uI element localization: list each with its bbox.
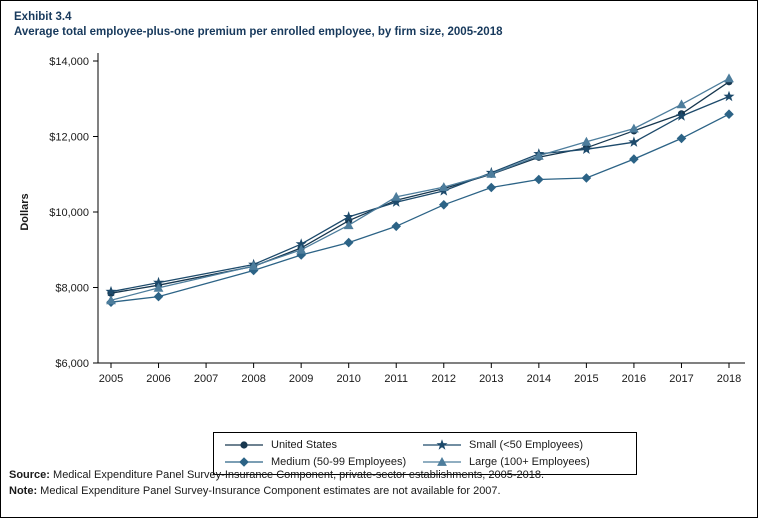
legend-label-large: Large (100+ Employees) — [469, 456, 590, 468]
chart-footer: Source: Medical Expenditure Panel Survey… — [9, 467, 544, 499]
legend-label-medium: Medium (50-99 Employees) — [271, 456, 407, 468]
legend-label-united-states: United States — [271, 439, 338, 451]
x-tick-label: 2005 — [99, 373, 123, 385]
y-tick-label: $14,000 — [49, 56, 89, 68]
series-triangle — [106, 73, 734, 305]
chart-legend: United States Small (<50 Employees) Medi… — [213, 432, 637, 475]
x-tick-label: 2009 — [289, 373, 313, 385]
circle-marker-icon — [224, 438, 264, 452]
y-axis-label: Dollars — [19, 193, 31, 230]
x-tick-label: 2011 — [384, 373, 408, 385]
exhibit-label: Exhibit 3.4 — [14, 11, 72, 23]
chart-header: Exhibit 3.4 Average total employee-plus-… — [14, 10, 503, 40]
page-title: Average total employee-plus-one premium … — [14, 26, 503, 38]
x-tick-label: 2016 — [622, 373, 646, 385]
legend-item-small: Small (<50 Employees) — [422, 438, 624, 452]
diamond-marker-icon — [224, 455, 264, 469]
availability-note: Note: Medical Expenditure Panel Survey-I… — [9, 483, 544, 499]
y-tick-label: $10,000 — [49, 207, 89, 219]
note-text: Medical Expenditure Panel Survey-Insuran… — [40, 485, 501, 497]
x-tick-label: 2012 — [432, 373, 456, 385]
legend-label-small: Small (<50 Employees) — [469, 439, 584, 451]
x-tick-label: 2018 — [717, 373, 741, 385]
legend-item-medium: Medium (50-99 Employees) — [224, 455, 420, 469]
source-text: Medical Expenditure Panel Survey-Insuran… — [53, 469, 545, 481]
x-tick-label: 2013 — [479, 373, 503, 385]
legend-item-united-states: United States — [224, 438, 420, 452]
source-note: Source: Medical Expenditure Panel Survey… — [9, 467, 544, 483]
source-label: Source: — [9, 469, 50, 481]
x-tick-label: 2010 — [336, 373, 360, 385]
series-diamond — [106, 109, 734, 307]
y-tick-label: $6,000 — [55, 358, 89, 370]
note-label: Note: — [9, 485, 38, 497]
y-tick-label: $8,000 — [55, 283, 89, 295]
series-star — [105, 90, 735, 297]
x-tick-label: 2008 — [241, 373, 265, 385]
star-marker-icon — [422, 438, 462, 452]
x-tick-label: 2015 — [574, 373, 598, 385]
triangle-marker-icon — [422, 455, 462, 469]
x-tick-label: 2006 — [146, 373, 170, 385]
y-tick-label: $12,000 — [49, 132, 89, 144]
legend-item-large: Large (100+ Employees) — [422, 455, 624, 469]
x-tick-label: 2007 — [194, 373, 218, 385]
premium-line-chart: $6,000 $8,000 $10,000 $12,000 $14,000 2005 200… — [19, 53, 745, 385]
axes: $6,000 $8,000 $10,000 $12,000 $14,000 2005 200… — [49, 53, 745, 385]
x-tick-label: 2014 — [527, 373, 551, 385]
series-circle — [107, 78, 733, 297]
x-tick-label: 2017 — [669, 373, 693, 385]
